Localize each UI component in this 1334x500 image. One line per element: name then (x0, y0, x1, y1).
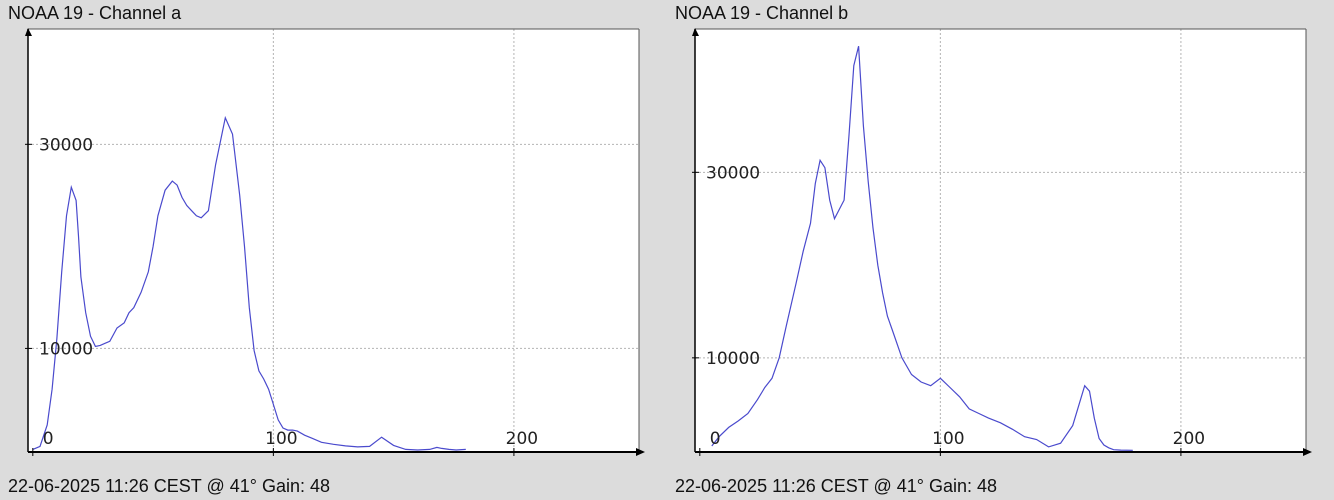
timestamp-footer: 22-06-2025 11:26 CEST @ 41° Gain: 48 (8, 476, 331, 496)
chart-panel-channel-a: NOAA 19 - Channel a 01002001000030000y-a… (8, 3, 645, 496)
chart-plot-channel-a: 01002001000030000y-axis (25, 28, 645, 456)
chart-panel-channel-b: NOAA 19 - Channel b 01002001000030000y-a… (667, 0, 1334, 500)
plot-area (695, 29, 1306, 452)
y-axis-arrow (692, 28, 699, 36)
x-axis-arrow (636, 448, 645, 456)
y-tick-label: 10000 (706, 349, 760, 369)
x-tick-label: 200 (506, 429, 538, 449)
x-tick-label: 0 (43, 429, 54, 449)
plot-area (28, 29, 639, 452)
series-line (711, 46, 1133, 451)
y-tick-label: 30000 (39, 135, 93, 155)
y-tick-label: 10000 (39, 339, 93, 359)
y-axis-arrow (25, 28, 32, 36)
series-line (32, 115, 466, 451)
x-tick-label: 100 (265, 429, 297, 449)
chart-plot-channel-b: 01002001000030000y-axis (692, 28, 1312, 456)
x-tick-label: 0 (710, 429, 721, 449)
x-axis-arrow (1303, 448, 1312, 456)
chart-title: NOAA 19 - Channel b (675, 3, 849, 23)
y-tick-label: 30000 (706, 163, 760, 183)
chart-title: NOAA 19 - Channel a (8, 3, 182, 23)
x-tick-label: 200 (1173, 429, 1205, 449)
x-tick-label: 100 (932, 429, 964, 449)
timestamp-footer: 22-06-2025 11:26 CEST @ 41° Gain: 48 (675, 476, 998, 496)
